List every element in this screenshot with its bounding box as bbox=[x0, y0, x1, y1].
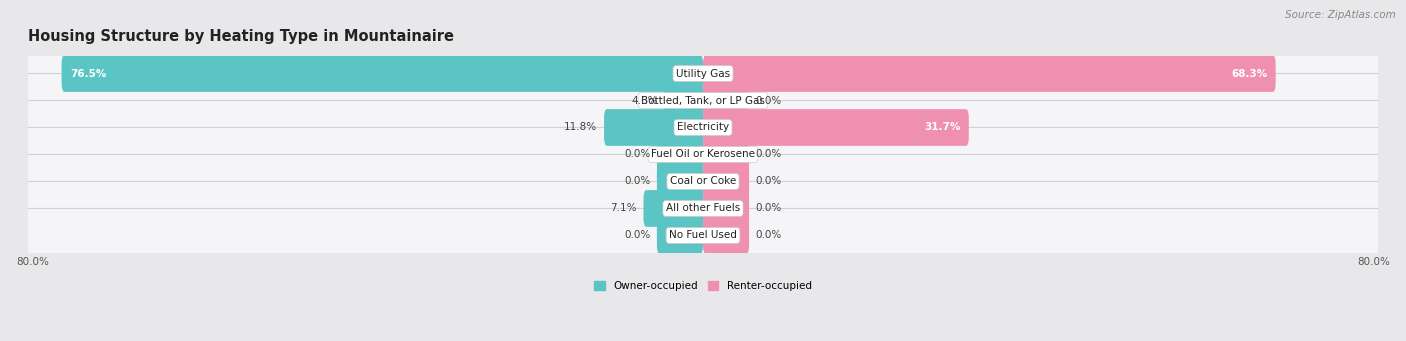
FancyBboxPatch shape bbox=[657, 136, 703, 173]
Text: 4.6%: 4.6% bbox=[631, 95, 658, 105]
Legend: Owner-occupied, Renter-occupied: Owner-occupied, Renter-occupied bbox=[595, 281, 811, 291]
Text: 0.0%: 0.0% bbox=[756, 149, 782, 160]
Text: Source: ZipAtlas.com: Source: ZipAtlas.com bbox=[1285, 10, 1396, 20]
Text: 0.0%: 0.0% bbox=[756, 204, 782, 213]
FancyBboxPatch shape bbox=[703, 55, 1275, 92]
FancyBboxPatch shape bbox=[703, 163, 749, 200]
FancyBboxPatch shape bbox=[703, 136, 749, 173]
Text: Utility Gas: Utility Gas bbox=[676, 69, 730, 78]
FancyBboxPatch shape bbox=[62, 55, 703, 92]
Text: 0.0%: 0.0% bbox=[756, 231, 782, 240]
FancyBboxPatch shape bbox=[24, 208, 1382, 263]
FancyBboxPatch shape bbox=[24, 181, 1382, 235]
Text: 31.7%: 31.7% bbox=[924, 122, 960, 133]
Text: Coal or Coke: Coal or Coke bbox=[669, 177, 737, 187]
FancyBboxPatch shape bbox=[703, 82, 749, 119]
Text: 68.3%: 68.3% bbox=[1232, 69, 1267, 78]
Text: 76.5%: 76.5% bbox=[70, 69, 107, 78]
Text: Fuel Oil or Kerosene: Fuel Oil or Kerosene bbox=[651, 149, 755, 160]
FancyBboxPatch shape bbox=[657, 217, 703, 254]
Text: 0.0%: 0.0% bbox=[756, 177, 782, 187]
FancyBboxPatch shape bbox=[703, 109, 969, 146]
FancyBboxPatch shape bbox=[24, 74, 1382, 128]
Text: 11.8%: 11.8% bbox=[564, 122, 598, 133]
FancyBboxPatch shape bbox=[24, 128, 1382, 181]
FancyBboxPatch shape bbox=[24, 101, 1382, 154]
Text: 0.0%: 0.0% bbox=[624, 149, 650, 160]
FancyBboxPatch shape bbox=[665, 82, 703, 119]
FancyBboxPatch shape bbox=[657, 163, 703, 200]
Text: 7.1%: 7.1% bbox=[610, 204, 637, 213]
FancyBboxPatch shape bbox=[703, 217, 749, 254]
FancyBboxPatch shape bbox=[24, 154, 1382, 208]
FancyBboxPatch shape bbox=[703, 190, 749, 227]
FancyBboxPatch shape bbox=[644, 190, 703, 227]
Text: 0.0%: 0.0% bbox=[624, 231, 650, 240]
Text: Electricity: Electricity bbox=[676, 122, 730, 133]
FancyBboxPatch shape bbox=[24, 46, 1382, 101]
Text: 0.0%: 0.0% bbox=[756, 95, 782, 105]
Text: 0.0%: 0.0% bbox=[624, 177, 650, 187]
Text: Housing Structure by Heating Type in Mountainaire: Housing Structure by Heating Type in Mou… bbox=[28, 29, 454, 44]
Text: Bottled, Tank, or LP Gas: Bottled, Tank, or LP Gas bbox=[641, 95, 765, 105]
Text: All other Fuels: All other Fuels bbox=[666, 204, 740, 213]
Text: No Fuel Used: No Fuel Used bbox=[669, 231, 737, 240]
FancyBboxPatch shape bbox=[605, 109, 703, 146]
